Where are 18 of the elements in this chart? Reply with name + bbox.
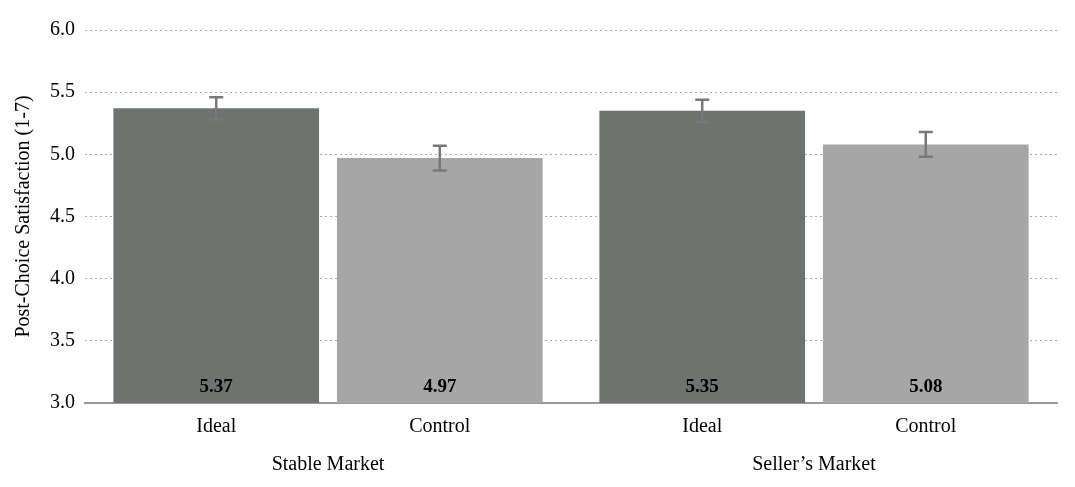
data-label: 5.35 — [685, 375, 719, 397]
y-axis-title: Post-Choice Satisfaction (1-7) — [11, 95, 35, 338]
data-label: 4.97 — [423, 375, 457, 397]
y-tick-label: 5.5 — [50, 79, 75, 102]
data-label: 5.37 — [199, 375, 234, 397]
x-tick-label: Seller’s Market — [752, 452, 877, 475]
series-label: Ideal — [682, 414, 723, 437]
y-tick-label: 3.5 — [50, 328, 75, 351]
y-tick-label: 5.0 — [50, 141, 75, 164]
text: Ideal — [196, 414, 237, 437]
y-tick-label: 3.0 — [50, 390, 75, 413]
y-tick-label: 4.0 — [50, 265, 75, 288]
data-label: 5.08 — [909, 375, 943, 397]
y-tick-label: 4.5 — [50, 203, 75, 226]
series-label: Control — [895, 414, 957, 437]
text: Control — [409, 414, 471, 437]
x-tick-label: Stable Market — [271, 452, 385, 475]
y-tick-label: 6.0 — [50, 17, 75, 40]
